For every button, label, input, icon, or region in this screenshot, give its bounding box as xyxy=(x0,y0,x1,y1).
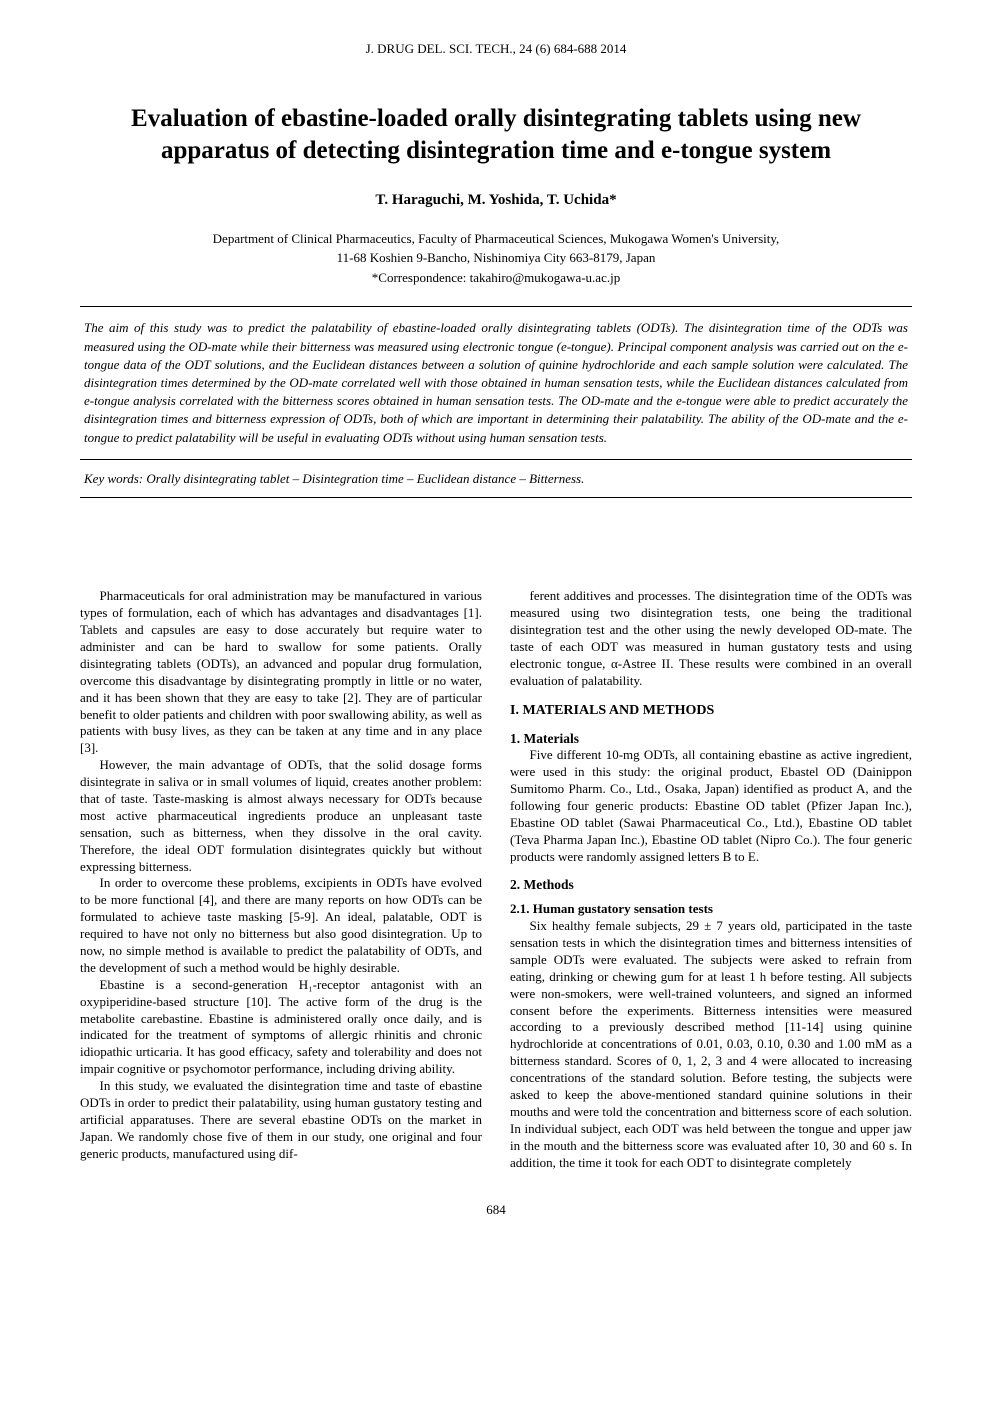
paragraph: However, the main advantage of ODTs, tha… xyxy=(80,757,482,875)
journal-header: J. DRUG DEL. SCI. TECH., 24 (6) 684-688 … xyxy=(80,40,912,58)
correspondence: *Correspondence: takahiro@mukogawa-u.ac.… xyxy=(80,269,912,287)
paragraph: In this study, we evaluated the disinteg… xyxy=(80,1078,482,1162)
paragraph: Ebastine is a second-generation H₁-recep… xyxy=(80,977,482,1078)
abstract: The aim of this study was to predict the… xyxy=(80,306,912,459)
page-number: 684 xyxy=(80,1201,912,1219)
paragraph: Five different 10-mg ODTs, all containin… xyxy=(510,747,912,865)
subsection-heading-methods: 2. Methods xyxy=(510,876,912,894)
paragraph: In order to overcome these problems, exc… xyxy=(80,875,482,976)
authors: T. Haraguchi, M. Yoshida, T. Uchida* xyxy=(80,190,912,210)
paragraph: ferent additives and processes. The disi… xyxy=(510,588,912,689)
right-column: ferent additives and processes. The disi… xyxy=(510,588,912,1171)
paragraph: Pharmaceuticals for oral administration … xyxy=(80,588,482,757)
subsection-heading-materials: 1. Materials xyxy=(510,730,912,748)
paragraph: Six healthy female subjects, 29 ± 7 year… xyxy=(510,918,912,1171)
keywords: Key words: Orally disintegrating tablet … xyxy=(80,460,912,499)
subsubsection-heading-gustatory: 2.1. Human gustatory sensation tests xyxy=(510,901,912,918)
affiliation-line-2: 11-68 Koshien 9-Bancho, Nishinomiya City… xyxy=(80,249,912,267)
section-heading-materials-methods: I. MATERIALS AND METHODS xyxy=(510,702,912,720)
article-title: Evaluation of ebastine-loaded orally dis… xyxy=(80,103,912,168)
affiliation-line-1: Department of Clinical Pharmaceutics, Fa… xyxy=(80,230,912,248)
body-columns: Pharmaceuticals for oral administration … xyxy=(80,588,912,1171)
left-column: Pharmaceuticals for oral administration … xyxy=(80,588,482,1171)
